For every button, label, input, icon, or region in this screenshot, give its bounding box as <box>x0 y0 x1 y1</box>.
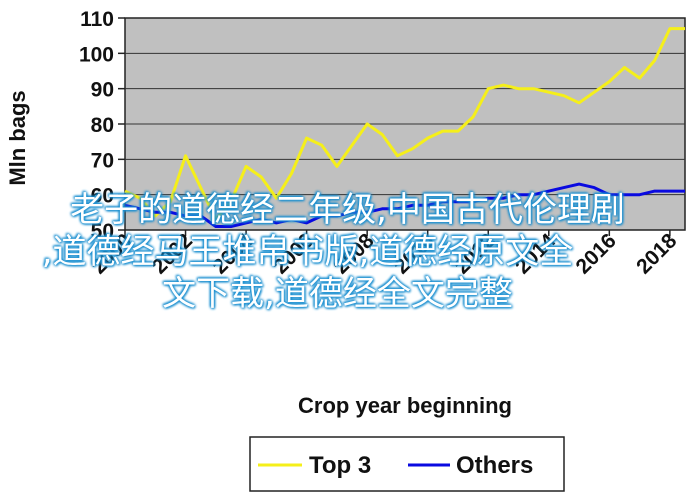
series-line-others <box>124 182 685 228</box>
series-lines <box>124 27 685 228</box>
y-tick-label: 70 <box>91 149 114 172</box>
y-tick-label: 90 <box>91 79 114 102</box>
x-axis-title: Crop year beginning <box>298 393 512 418</box>
legend-label-top-3: Top 3 <box>309 452 371 479</box>
y-axis-ticks: 50 60 70 80 90 100 110 <box>79 8 125 243</box>
overlay-line-3: 文下载,道德经全文完整 <box>162 274 513 314</box>
y-tick-label: 110 <box>80 8 114 31</box>
y-tick-label: 80 <box>91 114 114 137</box>
legend-box <box>249 436 565 492</box>
y-tick-label: 60 <box>91 185 114 208</box>
grid-lines <box>125 52 685 196</box>
series-line-top-3 <box>124 27 685 221</box>
y-axis-title: Mln bags <box>5 90 30 185</box>
legend: Top 3 Others <box>249 436 565 492</box>
overlay-line-1: 老子的道德经二年级,中国古代伦理剧 <box>70 190 625 230</box>
y-tick-label: 100 <box>79 43 114 66</box>
overlay-line-2: ,道德经马王堆帛书版,道德经原文全 <box>41 232 574 272</box>
legend-label-others: Others <box>456 452 533 479</box>
y-tick-label: 50 <box>91 220 114 243</box>
